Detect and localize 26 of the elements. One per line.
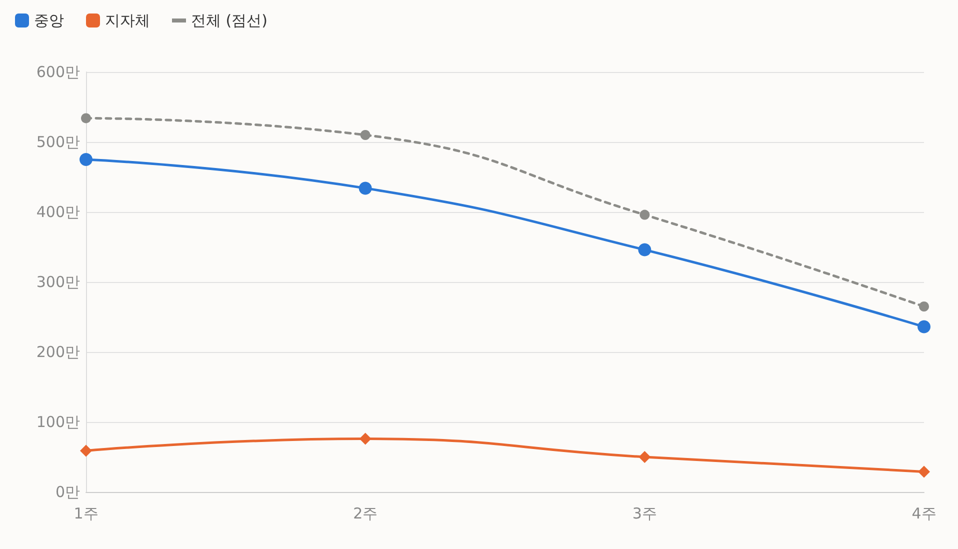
y-tick-label: 600만 — [36, 63, 80, 81]
point — [640, 210, 650, 220]
y-tick-label: 300만 — [36, 273, 80, 291]
point — [360, 130, 370, 140]
x-tick-label: 3주 — [632, 504, 657, 522]
legend-label: 중앙 — [34, 12, 64, 30]
y-tick-label: 200만 — [36, 343, 80, 361]
x-tick-label: 2주 — [353, 504, 378, 522]
point — [80, 444, 92, 457]
point — [919, 302, 929, 312]
point — [638, 451, 651, 463]
x-tick-label: 1주 — [74, 504, 98, 522]
y-tick-label: 100만 — [36, 413, 80, 431]
y-tick-label: 500만 — [36, 133, 80, 151]
y-tick-label: 0만 — [55, 483, 80, 501]
point — [918, 320, 930, 334]
x-tick-label: 4주 — [912, 504, 936, 522]
legend-label: 지자체 — [105, 12, 150, 30]
point — [918, 466, 930, 478]
point — [359, 432, 372, 445]
point — [638, 243, 652, 256]
point — [80, 153, 92, 166]
y-tick-label: 400만 — [36, 203, 80, 221]
point — [81, 113, 91, 124]
legend-label: 전체 (점선) — [191, 12, 268, 30]
point — [358, 182, 372, 195]
